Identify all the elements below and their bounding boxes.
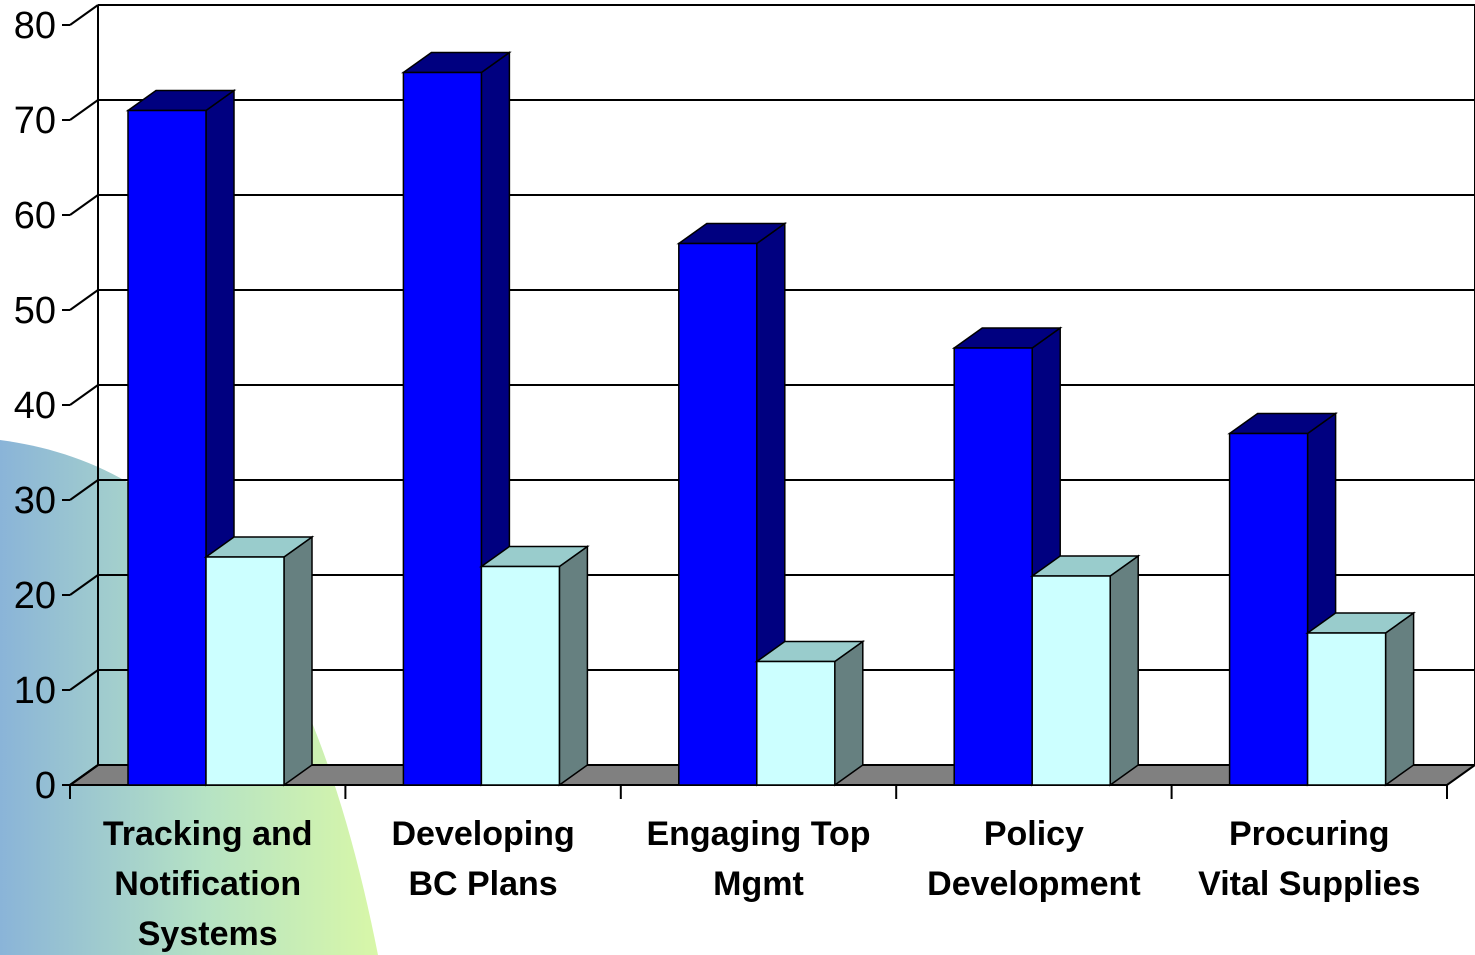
x-category-label-line: Tracking and — [103, 815, 313, 853]
x-category-label: Procuring Vital Supplies — [1198, 815, 1420, 903]
y-tick-depth — [69, 479, 99, 501]
bar-side — [558, 545, 589, 787]
y-tick-depth — [69, 574, 99, 596]
x-category-label-line: Developing — [391, 815, 574, 853]
x-category-label-line: Systems — [138, 915, 278, 953]
x-category-label-line: Development — [927, 865, 1141, 903]
y-tick-label: 10 — [14, 670, 56, 712]
bar — [127, 109, 207, 786]
x-category-label-line: Procuring — [1229, 815, 1390, 853]
x-category-label-line: Notification — [114, 865, 301, 903]
x-category-label-line: BC Plans — [408, 865, 557, 903]
x-category-label-line: Engaging Top — [646, 815, 870, 853]
y-tick-depth — [69, 669, 99, 691]
y-tick-label: 40 — [14, 385, 56, 427]
y-tick-depth — [69, 99, 99, 121]
y-tick-label: 80 — [14, 5, 56, 47]
bar — [756, 660, 836, 786]
y-tick-depth — [69, 289, 99, 311]
y-tick-label: 0 — [35, 765, 56, 807]
x-category-label-line: Vital Supplies — [1198, 865, 1420, 903]
x-category-label: Policy Development — [927, 815, 1141, 903]
bar-side — [283, 535, 313, 787]
x-category-label: Tracking and Notification Systems — [103, 815, 313, 953]
bar-side — [834, 640, 864, 787]
y-tick-label: 30 — [14, 480, 56, 522]
bar — [678, 242, 758, 786]
y-tick-label: 50 — [14, 290, 56, 332]
x-category-label-line: Mgmt — [713, 865, 804, 903]
x-axis-labels: Tracking and Notification Systems Developin… — [69, 785, 1448, 953]
y-tick-label: 20 — [14, 575, 56, 617]
bar — [1306, 632, 1387, 786]
bars-group — [125, 51, 1416, 787]
x-category-label: Developing BC Plans — [391, 815, 574, 903]
y-tick-depth — [69, 4, 99, 26]
y-axis-ticks: 0 10 20 30 40 50 60 70 80 — [14, 4, 99, 807]
bar — [1228, 432, 1309, 786]
y-tick-label: 70 — [14, 100, 56, 142]
bar-side — [1384, 611, 1415, 787]
y-tick-depth — [69, 764, 99, 786]
bar — [1031, 575, 1111, 786]
y-tick-depth — [69, 194, 99, 216]
x-category-label: Engaging Top Mgmt — [646, 815, 870, 903]
bar — [402, 71, 483, 786]
bar-side — [1109, 554, 1139, 787]
bar — [480, 565, 561, 786]
x-category-label-line: Policy — [984, 815, 1084, 853]
bar — [205, 556, 285, 786]
y-tick-depth — [69, 384, 99, 406]
y-tick-label: 60 — [14, 195, 56, 237]
bar — [953, 347, 1033, 786]
